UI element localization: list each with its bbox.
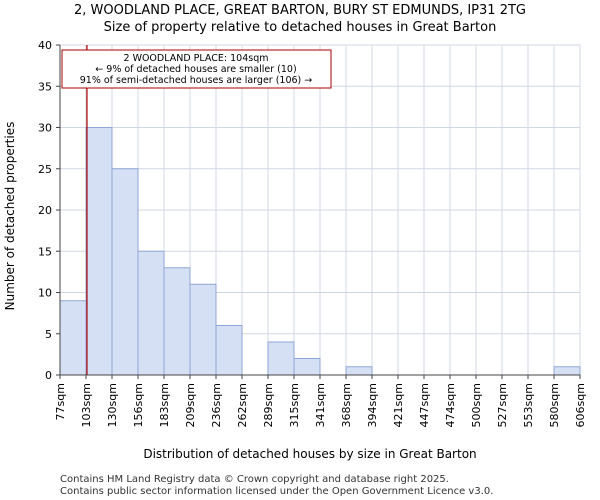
y-tick-label: 5	[45, 328, 52, 341]
x-tick-label: 447sqm	[418, 383, 431, 427]
chart-title: 2, WOODLAND PLACE, GREAT BARTON, BURY ST…	[74, 3, 526, 18]
x-tick-label: 421sqm	[392, 383, 405, 427]
x-tick-label: 103sqm	[80, 383, 93, 427]
x-tick-label: 130sqm	[106, 383, 119, 427]
bar	[215, 325, 243, 376]
x-tick-label: 77sqm	[54, 383, 67, 420]
x-tick-label: 183sqm	[158, 383, 171, 427]
bar	[163, 267, 191, 376]
annotation-line-2: ← 9% of detached houses are smaller (10)	[95, 64, 296, 75]
chart-subtitle: Size of property relative to detached ho…	[104, 20, 497, 35]
x-tick-label: 606sqm	[574, 383, 587, 427]
x-axis-label: Distribution of detached houses by size …	[143, 447, 476, 461]
y-tick-label: 25	[38, 163, 52, 176]
x-tick-label: 262sqm	[236, 383, 249, 427]
bar	[345, 366, 373, 376]
x-tick-label: 368sqm	[340, 383, 353, 427]
x-tick-label: 315sqm	[288, 383, 301, 427]
x-tick-label: 527sqm	[496, 383, 509, 427]
x-axis-ticks: 77sqm 103sqm 130sqm 156sqm 183sqm 209sqm 236sq…	[54, 375, 587, 427]
x-tick-label: 209sqm	[184, 383, 197, 427]
bar	[59, 300, 87, 376]
x-tick-label: 580sqm	[548, 383, 561, 427]
y-tick-label: 10	[38, 287, 52, 300]
annotation-box: 2 WOODLAND PLACE: 104sqm ← 9% of detache…	[61, 49, 332, 89]
x-tick-label: 236sqm	[210, 383, 223, 427]
y-tick-label: 20	[38, 204, 52, 217]
y-tick-label: 35	[38, 80, 52, 93]
footer-line-2: Contains public sector information licen…	[60, 486, 493, 497]
y-axis-ticks: 0 5 10 15 20 25 30 35 40	[38, 39, 60, 382]
bar	[137, 250, 165, 376]
x-tick-label: 156sqm	[132, 383, 145, 427]
x-tick-label: 500sqm	[470, 383, 483, 427]
x-tick-label: 474sqm	[444, 383, 457, 427]
bar	[111, 168, 139, 376]
annotation-line-3: 91% of semi-detached houses are larger (…	[80, 75, 313, 86]
bar	[85, 127, 113, 376]
y-tick-label: 0	[45, 369, 52, 382]
annotation-line-1: 2 WOODLAND PLACE: 104sqm	[124, 53, 269, 64]
bar	[293, 358, 321, 376]
bar	[553, 366, 581, 376]
x-tick-label: 289sqm	[262, 383, 275, 427]
bar	[267, 341, 295, 376]
bar	[189, 283, 217, 376]
y-tick-label: 40	[38, 39, 52, 52]
y-tick-label: 15	[38, 245, 52, 258]
x-tick-label: 553sqm	[522, 383, 535, 427]
bars-group	[59, 127, 581, 376]
y-axis-label: Number of detached properties	[3, 122, 17, 311]
x-tick-label: 341sqm	[314, 383, 327, 427]
footer-line-1: Contains HM Land Registry data © Crown c…	[60, 474, 449, 485]
x-tick-label: 394sqm	[366, 383, 379, 427]
y-tick-label: 30	[38, 122, 52, 135]
